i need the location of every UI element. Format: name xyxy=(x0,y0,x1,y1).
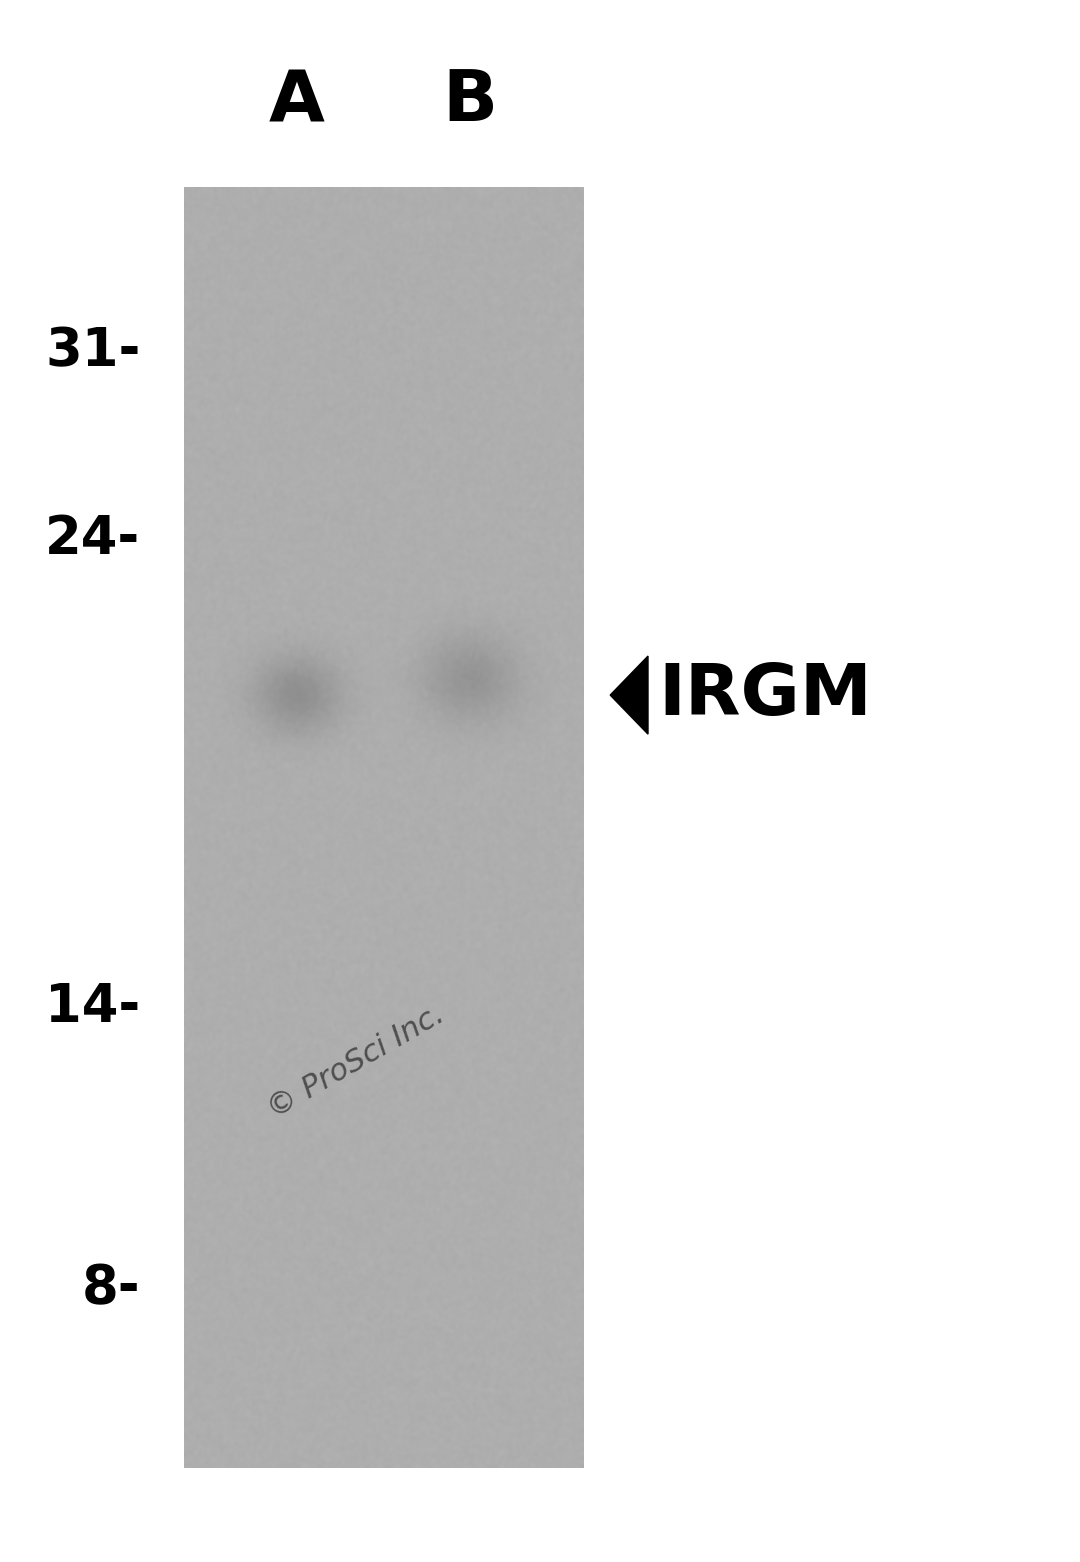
Text: B: B xyxy=(442,67,498,136)
Text: 14-: 14- xyxy=(45,981,140,1034)
Text: IRGM: IRGM xyxy=(659,661,873,729)
Text: © ProSci Inc.: © ProSci Inc. xyxy=(264,1000,449,1125)
Text: 8-: 8- xyxy=(82,1262,140,1315)
Polygon shape xyxy=(610,656,648,734)
Text: A: A xyxy=(269,67,325,136)
Text: 31-: 31- xyxy=(45,325,140,378)
Text: 24-: 24- xyxy=(45,512,140,565)
